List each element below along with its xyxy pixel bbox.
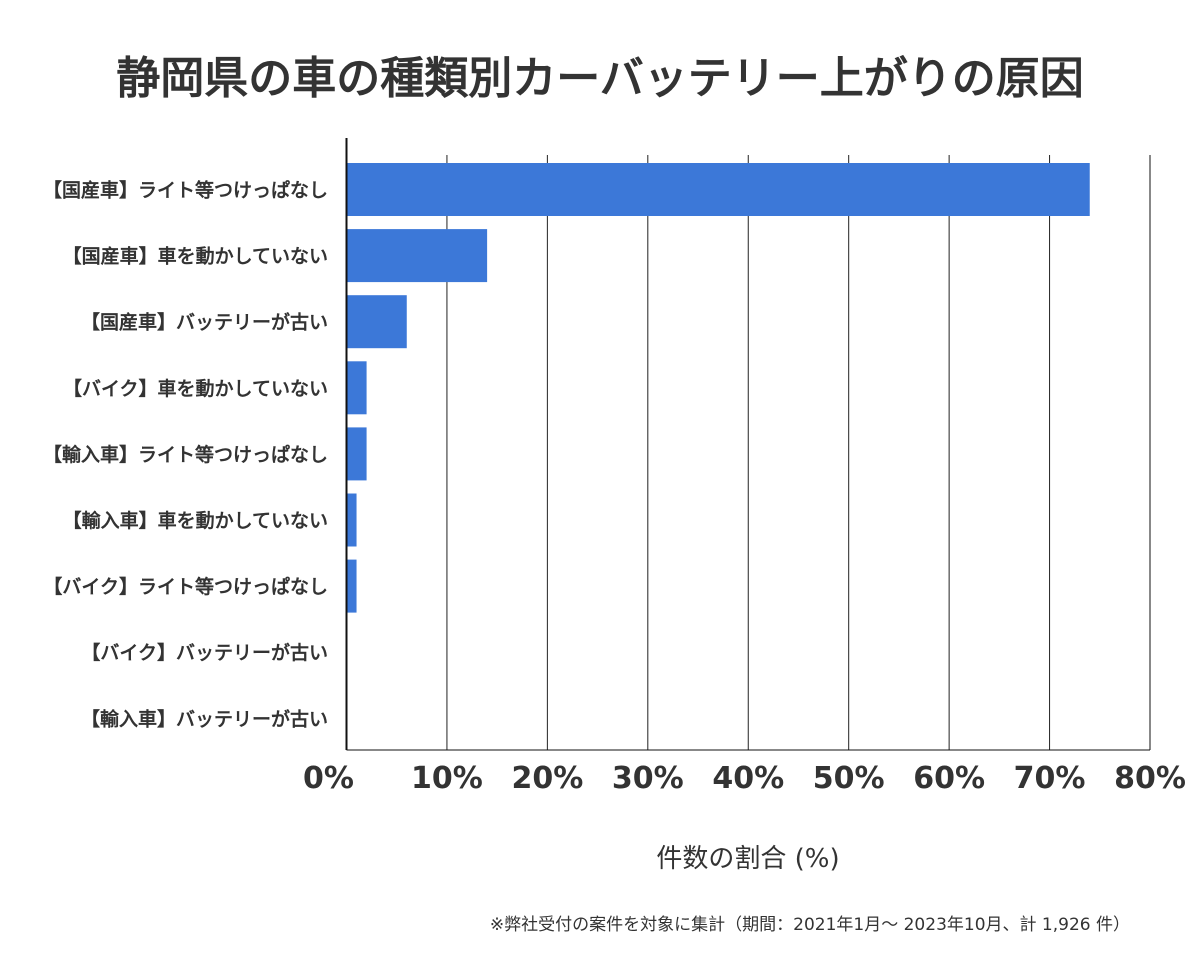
x-tick-label: 30% [612, 761, 684, 796]
bar [346, 163, 1090, 216]
bar [346, 229, 488, 283]
bar [346, 493, 357, 547]
y-category-label: 【国産車】車を動かしていない [63, 245, 328, 268]
y-category-label: 【バイク】ライト等つけっぱなし [43, 575, 328, 598]
y-category-label: 【国産車】バッテリーが古い [81, 311, 328, 334]
y-category-label: 【輸入車】車を動かしていない [63, 509, 328, 532]
y-category-label: 【輸入車】ライト等つけっぱなし [43, 443, 328, 466]
y-category-label: 【バイク】車を動かしていない [63, 377, 328, 400]
bar [346, 295, 407, 349]
bar [346, 361, 367, 415]
x-tick-label: 0% [303, 761, 354, 796]
x-tick-label: 20% [511, 761, 583, 796]
y-category-label: 【国産車】ライト等つけっぱなし [43, 179, 328, 202]
bar [346, 559, 357, 613]
x-tick-label: 40% [712, 761, 784, 796]
y-category-label: 【バイク】バッテリーが古い [81, 641, 328, 664]
y-category-label: 【輸入車】バッテリーが古い [81, 707, 328, 730]
x-tick-label: 10% [411, 761, 483, 796]
x-tick-label: 70% [1014, 761, 1086, 796]
x-tick-label: 50% [813, 761, 885, 796]
x-tick-label: 80% [1114, 761, 1186, 796]
bar [346, 427, 367, 481]
x-tick-label: 60% [913, 761, 985, 796]
footnote: ※弊社受付の案件を対象に集計（期間：2021年1月～ 2023年10月、計 1,… [489, 915, 1130, 935]
x-axis-label: 件数の割合 (%) [656, 844, 840, 874]
chart-title: 静岡県の車の種類別カーバッテリー上がりの原因 [116, 53, 1084, 104]
